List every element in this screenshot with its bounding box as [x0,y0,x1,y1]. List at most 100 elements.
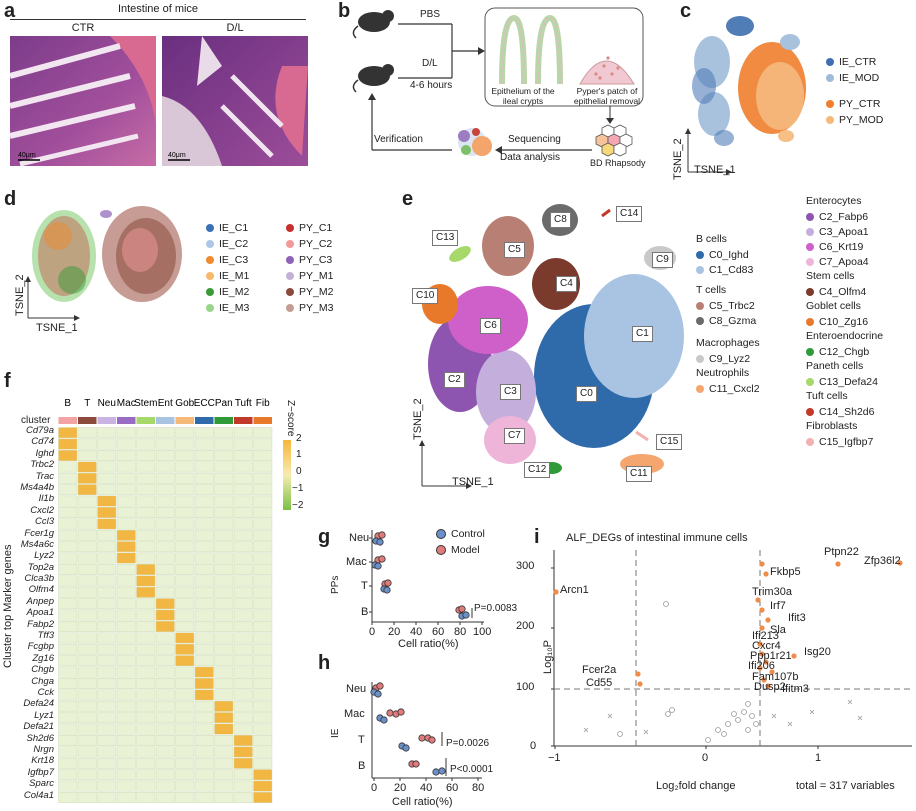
heatmap-cell [253,518,273,530]
heatmap-cell [97,438,117,450]
volcano-y-title: Log₁₀P [542,640,554,674]
heatmap-cell [136,735,156,746]
heatmap-cell [116,621,136,632]
dotplot-ie-tick: 60 [446,782,459,794]
heatmap-cell [175,518,195,530]
heatmap-cell [58,472,78,484]
volcano-gene-label: Cxcr4 [752,640,781,652]
heatmap-cell [233,678,253,689]
legend-item: IE_C2 [206,236,278,252]
heatmap-cell [97,700,117,712]
heatmap-cell [77,769,97,781]
heatmap-cell [116,757,136,769]
heatmap-cell [116,689,136,701]
heatmap-cell [233,609,253,621]
legend-label: Model [451,544,480,556]
legend-swatch [206,240,214,248]
heatmap-cell [58,792,78,803]
heatmap-cell [253,586,273,598]
histology-image-dl: 40μm [162,36,308,166]
heatmap-cell [155,723,175,735]
heatmap-cell [97,666,117,678]
heatmap-cell [155,507,175,518]
heatmap-cell [136,507,156,518]
heatmap-cell [175,552,195,564]
legend-group-head: Fibroblasts [806,420,858,432]
heatmap-cell [136,461,156,473]
heatmap-cell [214,655,234,667]
dotplot-pps-tick: 20 [388,626,401,638]
dotplot-pps-cat: B [361,606,369,618]
heatmap-cell [233,700,253,712]
volcano-gene-label: Sla [770,624,786,636]
heatmap-cell [194,450,214,461]
heatmap-cell [58,586,78,598]
heatmap-cell [175,484,195,496]
heatmap-cell [253,541,273,553]
heatmap-gene-label: Fabp2 [27,618,54,630]
legend-label: C15_Igfbp7 [819,435,874,448]
heatmap-cell [194,757,214,769]
colorbar-title: Z−score [285,400,296,437]
heatmap-cell [214,529,234,541]
heatmap-cell [77,621,97,632]
legend-swatch [806,212,814,221]
heatmap-cell [175,586,195,598]
heatmap-cell [155,427,175,439]
heatmap-gene-label: Cck [37,686,54,698]
heatmap-cell [58,712,78,724]
heatmap-cell [233,632,253,644]
heatmap-col-label: Tuft [235,398,252,409]
heatmap-col-label: Ent [158,398,173,409]
heatmap-cell [136,564,156,575]
legend-swatch [806,242,814,251]
heatmap-col-color [214,417,233,424]
heatmap-gene-label: Cxcl2 [30,504,54,516]
cluster-label-c15: C15 [656,434,683,450]
panel-label-h: h [318,652,331,674]
heatmap-cell [155,632,175,644]
heatmap-cell [253,780,273,792]
heatmap-cell [155,586,175,598]
heatmap-cell [77,472,97,484]
heatmap-cell [116,598,136,610]
volcano-gene-label: Arcn1 [560,584,589,596]
heatmap-cell [253,472,273,484]
heatmap-cell [194,712,214,724]
heatmap-cell [116,746,136,758]
heatmap-cell [58,461,78,473]
heatmap-cell [77,438,97,450]
legend-swatch [696,354,704,363]
heatmap-cell [116,575,136,587]
heatmap-cell [58,735,78,746]
heatmap-cell [233,575,253,587]
heatmap-cell [214,632,234,644]
heatmap-cell [58,427,78,439]
legend-label: IE_MOD [839,72,880,84]
heatmap-cell [233,507,253,518]
heatmap-cell [214,712,234,724]
heatmap-cell [136,723,156,735]
heatmap-cell [77,564,97,575]
workflow-dl-label: D/L [422,58,438,69]
volcano-gene-label: Irf7 [770,600,786,612]
legend-group-head: Enterocytes [806,195,862,207]
heatmap-cell [253,792,273,803]
heatmap-cell [194,655,214,667]
heatmap-cell [116,643,136,655]
heatmap-cell [97,529,117,541]
heatmap-cell [214,780,234,792]
heatmap-cell [77,655,97,667]
volcano-gene-label: Dusp2 [754,681,786,693]
legend-swatch [806,257,814,266]
heatmap-cell [116,735,136,746]
heatmap-cell [97,723,117,735]
heatmap-gene-label: Ms4a4b [20,481,54,493]
heatmap-cell [253,598,273,610]
heatmap-cell [97,450,117,461]
heatmap-cell [97,484,117,496]
heatmap-col-label: Gob [175,398,194,409]
heatmap-cell [214,461,234,473]
legend-item: PY_M1 [286,268,358,284]
heatmap-gene-label: Olfm4 [28,584,54,596]
